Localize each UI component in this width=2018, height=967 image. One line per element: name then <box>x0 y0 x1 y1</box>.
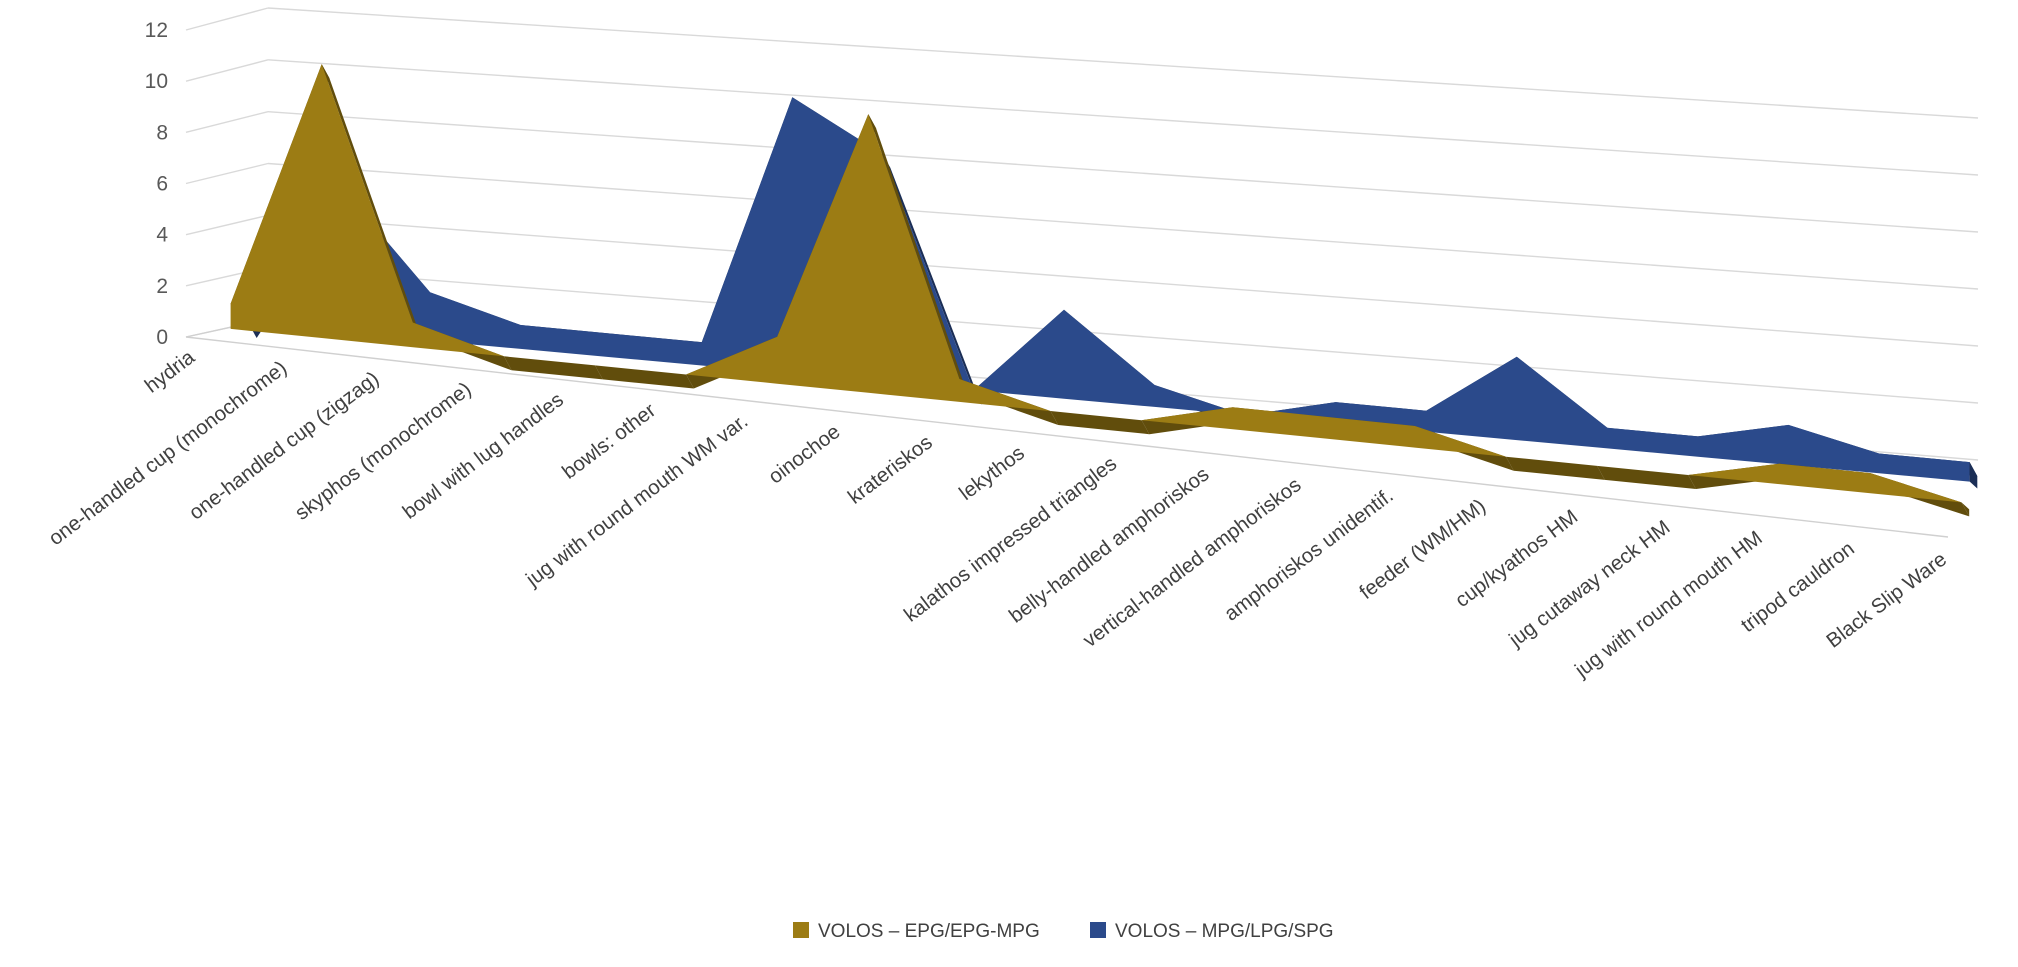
y-tick-label: 2 <box>156 275 168 298</box>
series-mpg-lpg-spg-area <box>249 97 1970 482</box>
legend-swatch-series-2 <box>1090 922 1106 938</box>
gridline <box>267 7 1979 119</box>
gridline-side <box>185 110 269 134</box>
x-category-label: krateriskos <box>844 431 937 509</box>
x-category-label: oinochoe <box>764 420 844 488</box>
x-category-label: amphoriskos unidentif. <box>1220 484 1398 626</box>
legend-label-series-1: VOLOS – EPG/EPG-MPG <box>818 921 1040 942</box>
y-tick-label: 0 <box>156 326 168 349</box>
series-mpg-lpg-spg-edge-segment <box>882 154 982 405</box>
series-epg-mpg-edge-segment <box>868 114 968 393</box>
series-epg-mpg-edge-segment <box>1050 411 1150 435</box>
series-mpg-lpg-spg-end-cap <box>1969 462 1978 489</box>
x-category-label: kalathos impressed triangles <box>900 452 1121 627</box>
gridline <box>267 59 1979 176</box>
gridline <box>267 266 1979 404</box>
y-tick-label: 4 <box>156 224 168 247</box>
series-epg-mpg-edge-segment <box>503 356 603 380</box>
series-epg-mpg-edge-segment <box>321 64 421 337</box>
legend-swatch-series-1 <box>793 922 809 938</box>
x-category-label: one-handled cup (zigzag) <box>185 367 384 525</box>
x-category-label: lekythos <box>955 441 1029 505</box>
x-category-label: skyphos (monochrome) <box>291 378 476 525</box>
series-epg-mpg-end-cap <box>1961 502 1970 517</box>
floor-front-edge <box>185 336 1949 538</box>
gridline-side <box>185 162 269 185</box>
gridline-side <box>185 7 269 31</box>
x-category-label: vertical-handled amphoriskos <box>1079 473 1306 652</box>
y-axis-ticks: 0 2 4 6 8 10 12 <box>145 19 169 349</box>
y-tick-label: 8 <box>156 121 168 144</box>
gridline <box>267 162 1979 290</box>
x-category-label: jug with round mouth HM <box>1570 526 1767 682</box>
gridline <box>267 110 1979 233</box>
gridline-side <box>185 59 269 82</box>
gridline <box>267 214 1979 347</box>
legend-label-series-2: VOLOS – MPG/LPG/SPG <box>1115 921 1334 942</box>
series-epg-mpg-edge-segment <box>1597 465 1696 489</box>
x-category-label: belly-handled amphoriskos <box>1005 463 1214 628</box>
y-tick-label: 10 <box>145 70 168 93</box>
series-epg-mpg-edge-segment <box>595 365 694 389</box>
series-front <box>230 64 1970 517</box>
y-tick-label: 12 <box>145 19 168 42</box>
x-category-label: jug with round mouth WM var. <box>521 409 752 591</box>
x-category-label: hydria <box>141 345 200 397</box>
y-tick-label: 6 <box>156 173 168 196</box>
x-category-label: bowls: other <box>558 399 660 484</box>
gridline-side <box>185 214 269 236</box>
legend: VOLOS – EPG/EPG-MPG VOLOS – MPG/LPG/SPG <box>793 921 1334 942</box>
series-epg-mpg-edge-segment <box>1506 456 1605 480</box>
